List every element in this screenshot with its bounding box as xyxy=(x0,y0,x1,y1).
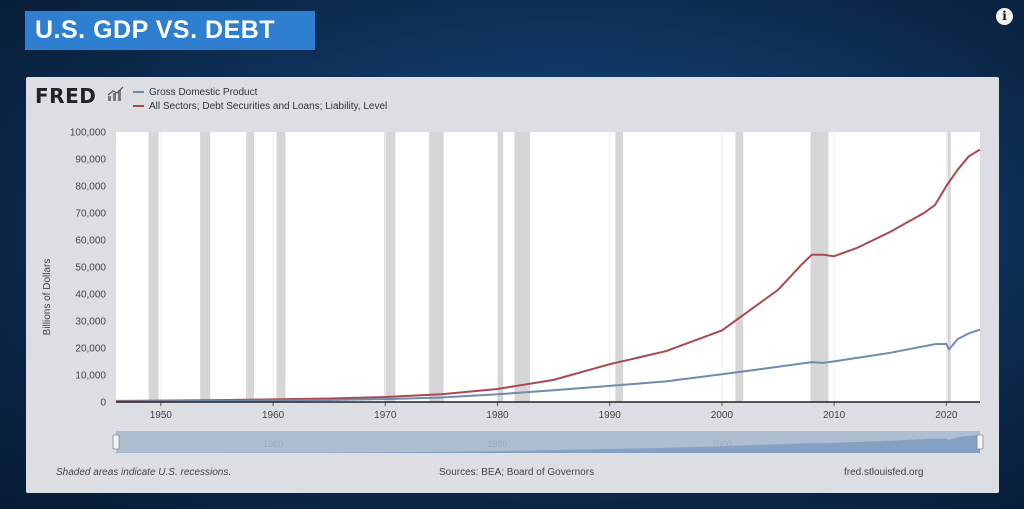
recession-band xyxy=(615,132,624,402)
x-tick-label: 1950 xyxy=(150,410,173,421)
recession-band xyxy=(246,132,255,402)
recession-note: Shaded areas indicate U.S. recessions. xyxy=(56,467,232,478)
info-icon[interactable]: i xyxy=(996,8,1013,25)
x-tick-label: 2020 xyxy=(935,410,958,421)
navigator-tick-label: 1960 xyxy=(263,439,283,449)
y-axis-label: Billions of Dollars xyxy=(42,259,53,336)
x-tick-label: 2000 xyxy=(711,410,734,421)
legend-label-gdp: Gross Domestic Product xyxy=(149,86,258,98)
fred-logo: FRED xyxy=(35,84,97,108)
y-tick-label: 100,000 xyxy=(70,128,107,139)
x-tick-label: 1970 xyxy=(374,410,397,421)
legend-item-debt: All Sectors; Debt Securities and Loans; … xyxy=(133,99,387,113)
recession-band xyxy=(200,132,211,402)
x-tick-label: 1990 xyxy=(599,410,622,421)
x-tick-label: 1980 xyxy=(486,410,509,421)
legend-item-gdp: Gross Domestic Product xyxy=(133,85,387,99)
y-tick-label: 10,000 xyxy=(75,371,106,382)
legend-swatch-debt xyxy=(133,105,144,107)
y-tick-label: 80,000 xyxy=(75,182,106,193)
legend-swatch-gdp xyxy=(133,91,144,93)
chart-legend: Gross Domestic Product All Sectors; Debt… xyxy=(133,85,387,113)
recession-band xyxy=(429,132,444,402)
y-tick-label: 60,000 xyxy=(75,236,106,247)
chart-svg: Billions of Dollars 0 10,000 20,000 30,000 4… xyxy=(42,128,984,453)
range-navigator[interactable]: 1960 1980 2000 xyxy=(112,431,984,453)
x-tick-label: 1960 xyxy=(262,410,285,421)
recession-band xyxy=(735,132,744,402)
recession-band xyxy=(810,132,829,402)
sources-text: Sources: BEA; Board of Governors xyxy=(439,467,595,478)
recession-band xyxy=(384,132,396,402)
navigator-handle-right[interactable] xyxy=(976,434,984,450)
y-tick-label: 30,000 xyxy=(75,317,106,328)
y-tick-label: 70,000 xyxy=(75,209,106,220)
navigator-handle-left[interactable] xyxy=(112,434,120,450)
chart-panel: FRED Gross Domestic Product All Sectors;… xyxy=(26,77,999,493)
navigator-tick-label: 1980 xyxy=(487,439,507,449)
y-tick-label: 0 xyxy=(100,398,106,409)
recession-band xyxy=(276,132,286,402)
recession-band xyxy=(497,132,504,402)
page-title-banner: U.S. GDP VS. DEBT xyxy=(25,11,315,50)
y-tick-label: 50,000 xyxy=(75,263,106,274)
plot-area xyxy=(116,132,980,402)
recession-band xyxy=(148,132,159,402)
legend-label-debt: All Sectors; Debt Securities and Loans; … xyxy=(149,100,388,112)
recession-band xyxy=(947,132,951,402)
recession-band xyxy=(514,132,531,402)
site-link[interactable]: fred.stlouisfed.org xyxy=(844,467,924,478)
fred-chart-icon xyxy=(107,86,124,101)
navigator-tick-label: 2000 xyxy=(712,439,732,449)
y-tick-label: 40,000 xyxy=(75,290,106,301)
y-tick-label: 20,000 xyxy=(75,344,106,355)
y-tick-label: 90,000 xyxy=(75,155,106,166)
navigator-series-area xyxy=(116,435,980,453)
series-line-gdp xyxy=(115,328,981,403)
x-tick-label: 2010 xyxy=(823,410,846,421)
series-line-debt xyxy=(115,148,981,402)
